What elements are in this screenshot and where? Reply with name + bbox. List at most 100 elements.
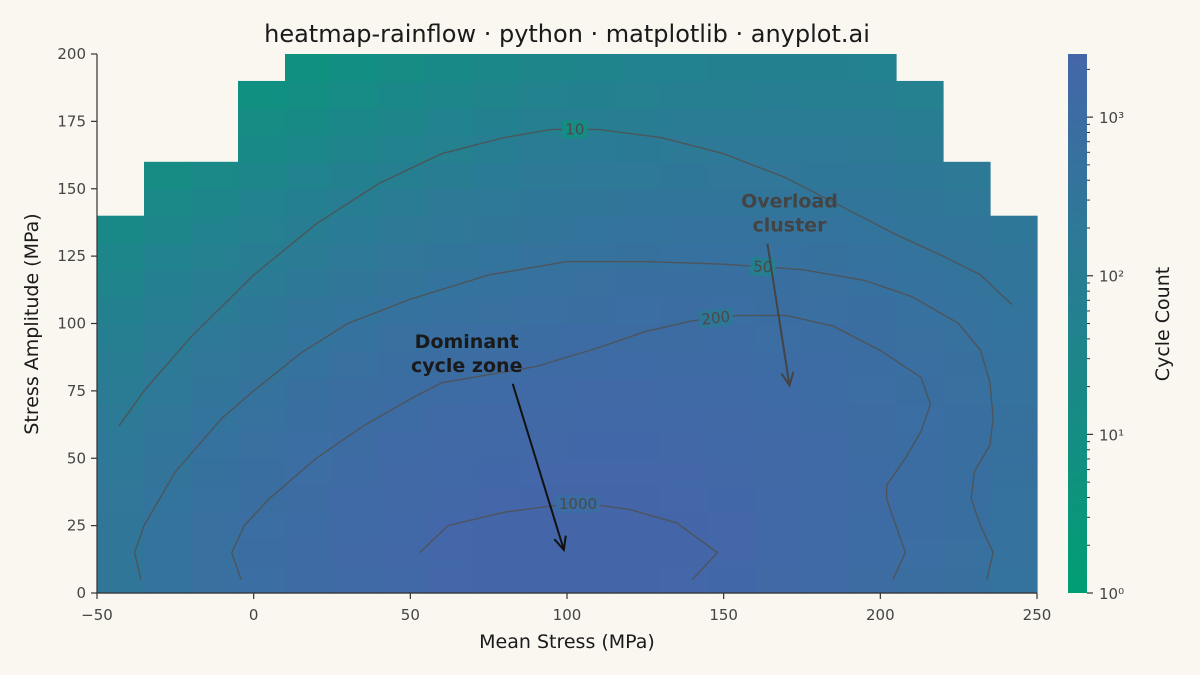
- heatmap-cell: [896, 215, 944, 244]
- heatmap-cell: [708, 215, 756, 244]
- heatmap-cell: [896, 377, 944, 405]
- heatmap-cell: [238, 215, 286, 244]
- heatmap-cell: [802, 431, 850, 459]
- heatmap-cell: [849, 377, 897, 405]
- heatmap-cell: [379, 242, 427, 271]
- heatmap-cell: [379, 134, 427, 163]
- heatmap-cell: [567, 296, 615, 325]
- heatmap-cell: [332, 323, 380, 352]
- heatmap-cell: [332, 161, 380, 190]
- heatmap-cell: [238, 188, 286, 217]
- heatmap-cell: [473, 404, 521, 432]
- heatmap-cell: [896, 161, 944, 190]
- heatmap-cell: [567, 539, 615, 567]
- heatmap-cell: [802, 404, 850, 432]
- annotation-text: cluster: [752, 215, 827, 237]
- heatmap-cell: [285, 242, 333, 271]
- heatmap-cell: [943, 242, 991, 271]
- heatmap-cell: [990, 242, 1038, 271]
- heatmap-cell: [285, 539, 333, 567]
- heatmap-cell: [332, 54, 380, 82]
- heatmap-cell: [285, 134, 333, 163]
- heatmap-cell: [661, 215, 709, 244]
- heatmap-cell: [285, 566, 333, 594]
- heatmap-cell: [943, 323, 991, 352]
- heatmap-cell: [567, 512, 615, 540]
- heatmap-cell: [614, 431, 662, 459]
- heatmap-cell: [238, 377, 286, 405]
- x-tick-label: 250: [1023, 606, 1052, 624]
- heatmap-cell: [144, 431, 192, 459]
- contour-label-background: [555, 495, 600, 514]
- heatmap-cell: [520, 188, 568, 217]
- y-tick-label: 150: [57, 180, 86, 198]
- heatmap-cell: [849, 134, 897, 163]
- heatmap-cell: [144, 215, 192, 244]
- heatmap-cell: [238, 458, 286, 486]
- heatmap-cell: [97, 431, 145, 459]
- heatmap-cell: [943, 269, 991, 298]
- heatmap-cell: [285, 80, 333, 109]
- heatmap-cell: [191, 512, 239, 540]
- heatmap-cell: [896, 404, 944, 432]
- heatmap-cell: [614, 242, 662, 271]
- heatmap-cell: [943, 458, 991, 486]
- heatmap-cell: [332, 485, 380, 513]
- heatmap-cell: [144, 161, 192, 190]
- x-tick-label: 100: [553, 606, 582, 624]
- heatmap-cell: [473, 431, 521, 459]
- heatmap-cell: [144, 323, 192, 352]
- heatmap-cell: [896, 566, 944, 594]
- heatmap-cell: [896, 350, 944, 378]
- x-tick-label: 200: [866, 606, 895, 624]
- heatmap-cell: [755, 215, 803, 244]
- heatmap-cell: [896, 242, 944, 271]
- heatmap-cell: [661, 54, 709, 82]
- heatmap-cell: [520, 80, 568, 109]
- heatmap-cell: [567, 431, 615, 459]
- heatmap-cell: [990, 323, 1038, 352]
- heatmap-cell: [661, 431, 709, 459]
- heatmap-cell: [426, 80, 474, 109]
- heatmap-cell: [426, 404, 474, 432]
- heatmap-cell: [755, 80, 803, 109]
- heatmap-cell: [614, 54, 662, 82]
- heatmap-cell: [426, 566, 474, 594]
- heatmap-cell: [285, 107, 333, 136]
- contour-label: 200: [701, 308, 732, 329]
- heatmap-cell: [520, 566, 568, 594]
- heatmap-cell: [473, 377, 521, 405]
- heatmap-cell: [990, 215, 1038, 244]
- heatmap-cell: [144, 566, 192, 594]
- heatmap-cell: [144, 512, 192, 540]
- heatmap-cell: [520, 134, 568, 163]
- heatmap-cell: [191, 296, 239, 325]
- heatmap-cell: [379, 80, 427, 109]
- heatmap-cell: [614, 566, 662, 594]
- heatmap-cell: [708, 566, 756, 594]
- contour-lines: 10 50 200 1000: [118, 120, 1013, 581]
- heatmap-cell: [802, 242, 850, 271]
- contour-label-background: [562, 120, 588, 139]
- heatmap-cell: [520, 161, 568, 190]
- heatmap-cell: [708, 485, 756, 513]
- heatmap-cell: [708, 323, 756, 352]
- heatmap-cell: [426, 431, 474, 459]
- heatmap-cell: [144, 485, 192, 513]
- heatmap-cell: [379, 566, 427, 594]
- heatmap-cell: [849, 512, 897, 540]
- contour-label-group: 200: [697, 307, 734, 330]
- heatmap-cell: [943, 161, 991, 190]
- heatmap-cell: [802, 188, 850, 217]
- heatmap-cell: [473, 80, 521, 109]
- heatmap-cell: [943, 512, 991, 540]
- heatmap-cell: [379, 161, 427, 190]
- heatmap-cell: [238, 161, 286, 190]
- heatmap-cell: [896, 269, 944, 298]
- heatmap-cell: [379, 54, 427, 82]
- heatmap-cell: [661, 80, 709, 109]
- heatmap-cell: [943, 539, 991, 567]
- heatmap-cell: [708, 350, 756, 378]
- heatmap-cell: [708, 512, 756, 540]
